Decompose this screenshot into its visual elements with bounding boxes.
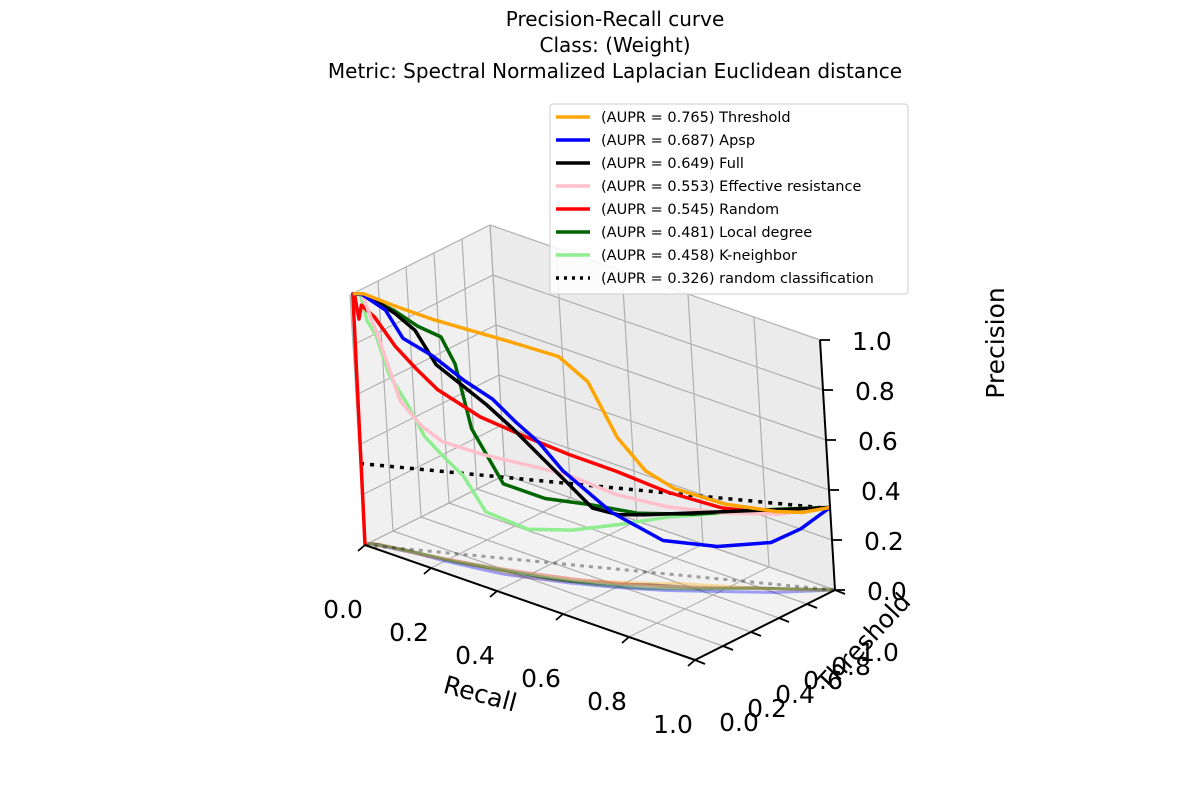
series-lines [351, 291, 832, 549]
tick-marks: 0.00.20.40.60.81.0 0.00.20.40.60.81.00.00… [323, 327, 907, 739]
x-tick-mark [357, 544, 366, 552]
y-tick-label: 0.2 [747, 694, 787, 723]
x-tick-label: 0.2 [389, 618, 429, 647]
series-floor-projection [364, 543, 836, 592]
x-tick-mark [423, 567, 432, 575]
grid-line [361, 424, 503, 496]
series-line [359, 461, 831, 511]
legend: (AUPR = 0.765) Threshold (AUPR = 0.687) A… [549, 103, 909, 295]
x-tick-mark [555, 613, 564, 621]
series-floor-projection [367, 542, 836, 592]
grid-line [476, 488, 808, 605]
grid-line [489, 224, 506, 476]
y-axis-label: Threshold [810, 587, 916, 698]
z-axis-line [819, 339, 836, 591]
axis-lines [364, 339, 836, 661]
z-tick-label: 0.6 [858, 427, 898, 456]
y-tick-label: 0.6 [803, 666, 843, 695]
y-tick-label: 0.0 [719, 708, 759, 737]
y-axis-line [694, 589, 836, 661]
x-tick-label: 0.6 [521, 664, 561, 693]
grid-line [448, 502, 780, 619]
grid-line [461, 238, 478, 490]
x-tick-mark [621, 636, 630, 644]
x-axis-line [364, 544, 696, 661]
y-tick-mark [694, 659, 706, 665]
z-tick-label: 0.8 [855, 377, 895, 406]
z-tick-label: 0.4 [861, 477, 901, 506]
x-tick-label: 0.4 [455, 641, 495, 670]
series-floor-projection [367, 542, 836, 592]
grid-line [504, 474, 836, 591]
grid-line [753, 316, 770, 568]
legend-label: (AUPR = 0.765) Threshold [601, 110, 791, 126]
x-tick-mark [687, 659, 696, 667]
series-line [352, 291, 831, 515]
y-tick-label: 0.4 [775, 680, 815, 709]
z-tick-label: 0.2 [864, 527, 904, 556]
y-tick-mark [750, 631, 762, 637]
y-tick-mark [806, 603, 818, 609]
legend-label: (AUPR = 0.553) Effective resistance [601, 179, 861, 195]
y-tick-label: 0.8 [831, 652, 871, 681]
y-tick-mark [722, 645, 734, 651]
floor-projections [364, 542, 836, 594]
series-line [352, 291, 832, 549]
legend-label: (AUPR = 0.687) Apsp [601, 133, 755, 149]
y-tick-label: 1.0 [859, 638, 899, 667]
x-axis-label: Recall [440, 670, 520, 717]
z-tick-label: 0.0 [867, 577, 907, 606]
legend-label: (AUPR = 0.649) Full [601, 156, 744, 172]
grid-line [495, 324, 827, 441]
z-axis-label: Precision [981, 287, 1010, 399]
x-tick-label: 0.0 [323, 595, 363, 624]
series-floor-projection [364, 542, 836, 592]
legend-label: (AUPR = 0.481) Local degree [601, 225, 812, 241]
grid-line [349, 224, 491, 296]
grid-line [392, 530, 724, 647]
legend-label: (AUPR = 0.545) Random [601, 202, 779, 218]
z-tick-label: 1.0 [852, 327, 892, 356]
back-pane [490, 225, 835, 590]
floor-pane [365, 475, 835, 660]
chart-title-line-2: Class: (Weight) [540, 33, 691, 57]
series-floor-projection [367, 542, 836, 592]
chart-title-line-1: Precision-Recall curve [506, 7, 725, 31]
x-tick-mark [489, 590, 498, 598]
series-line [351, 291, 831, 546]
grid-line [355, 324, 497, 396]
chart-title-line-3: Metric: Spectral Normalized Laplacian Eu… [328, 59, 902, 83]
series-floor-projection [367, 542, 836, 592]
series-floor-projection [367, 542, 836, 594]
grid-line [498, 374, 830, 491]
x-tick-label: 0.8 [587, 687, 627, 716]
grid-line [420, 516, 752, 633]
grid-line [628, 566, 770, 638]
grid-line [364, 474, 506, 546]
grid-line [492, 274, 824, 391]
legend-label: (AUPR = 0.458) K-neighbor [601, 248, 797, 264]
grid-line [496, 520, 638, 592]
grid-line [562, 543, 704, 615]
legend-frame [549, 103, 909, 295]
grid-line [430, 497, 572, 569]
grid-line [405, 266, 422, 518]
y-tick-mark [778, 617, 790, 623]
x-tick-label: 1.0 [653, 710, 693, 739]
legend-label: (AUPR = 0.326) random classification [601, 271, 874, 287]
series-line [352, 291, 831, 517]
series-floor-projection [367, 542, 836, 592]
